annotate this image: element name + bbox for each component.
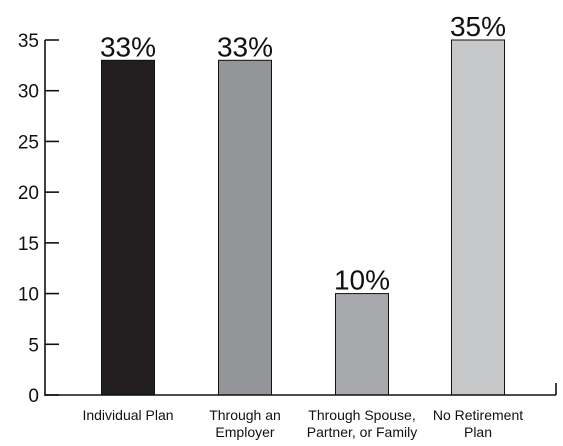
y-tick-label: 5 <box>28 335 39 356</box>
x-category-label: Partner, or Family <box>307 424 417 440</box>
bars-group: 33% 33% 10% 35% <box>100 11 506 396</box>
data-label: 35% <box>450 11 506 42</box>
x-category-label: Individual Plan <box>82 407 173 423</box>
x-category-label: Plan <box>464 424 492 440</box>
x-category-label: No Retirement <box>433 407 523 423</box>
x-category-label: Through an <box>209 407 281 423</box>
y-axis: 0 5 10 15 20 25 30 35 <box>18 31 59 407</box>
y-tick-label: 15 <box>18 234 39 255</box>
data-label: 33% <box>217 31 273 62</box>
y-tick-label: 25 <box>18 132 39 153</box>
bar <box>451 39 505 396</box>
data-label: 10% <box>334 265 390 296</box>
bar <box>335 293 389 396</box>
bar <box>218 59 272 396</box>
y-tick-label: 10 <box>18 285 39 306</box>
y-tick-label: 30 <box>18 82 39 103</box>
data-label: 33% <box>100 31 156 62</box>
bar <box>101 59 155 396</box>
y-tick-label: 20 <box>18 183 39 204</box>
x-category-label: Through Spouse, <box>308 407 415 423</box>
x-category-label: Employer <box>215 424 274 440</box>
y-tick-label: 35 <box>18 31 39 52</box>
y-tick-label: 0 <box>28 386 39 407</box>
